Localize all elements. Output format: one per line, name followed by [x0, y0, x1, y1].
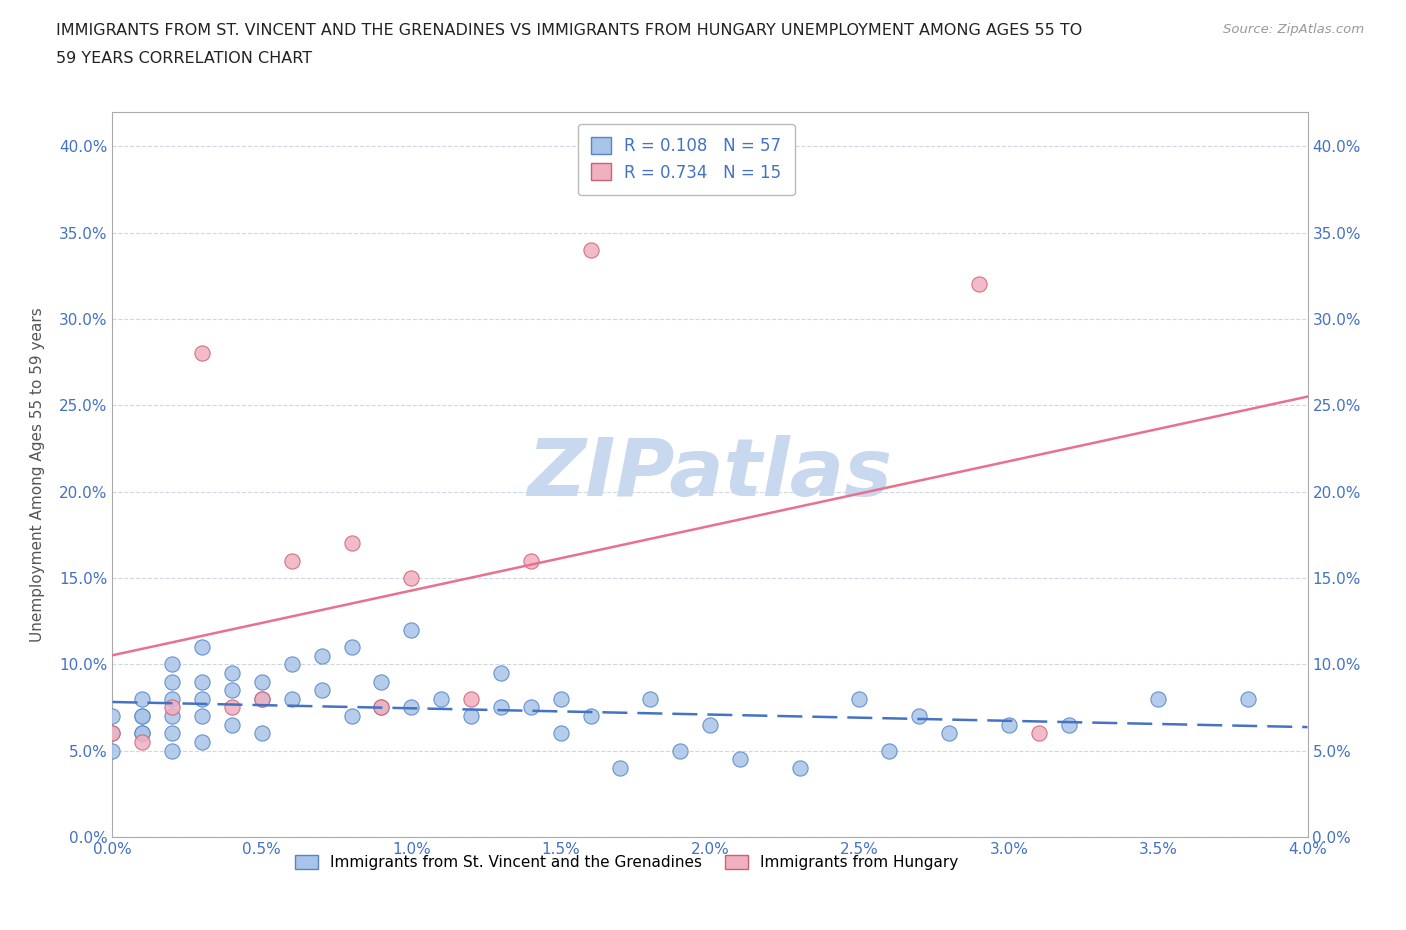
Point — [250, 691, 273, 706]
Point — [1028, 726, 1050, 741]
Point — [311, 648, 333, 663]
Point — [340, 536, 363, 551]
Point — [191, 691, 214, 706]
Point — [191, 674, 214, 689]
Point — [340, 640, 363, 655]
Point — [101, 743, 124, 758]
Point — [430, 691, 453, 706]
Point — [250, 726, 273, 741]
Point — [938, 726, 960, 741]
Point — [162, 691, 183, 706]
Point — [101, 726, 124, 741]
Point — [162, 743, 183, 758]
Point — [520, 553, 543, 568]
Point — [789, 761, 811, 776]
Point — [162, 657, 183, 671]
Point — [579, 243, 602, 258]
Point — [460, 691, 482, 706]
Point — [101, 709, 124, 724]
Point — [281, 657, 304, 671]
Point — [191, 735, 214, 750]
Point — [281, 691, 304, 706]
Point — [340, 709, 363, 724]
Point — [131, 735, 153, 750]
Point — [967, 277, 990, 292]
Text: 59 YEARS CORRELATION CHART: 59 YEARS CORRELATION CHART — [56, 51, 312, 66]
Point — [579, 709, 602, 724]
Point — [101, 726, 124, 741]
Text: ZIPatlas: ZIPatlas — [527, 435, 893, 513]
Point — [699, 717, 721, 732]
Point — [162, 700, 183, 715]
Point — [460, 709, 482, 724]
Point — [221, 700, 243, 715]
Point — [1147, 691, 1170, 706]
Point — [250, 691, 273, 706]
Point — [370, 700, 392, 715]
Point — [250, 674, 273, 689]
Point — [191, 709, 214, 724]
Point — [311, 683, 333, 698]
Point — [550, 691, 572, 706]
Point — [550, 726, 572, 741]
Point — [401, 570, 423, 585]
Point — [728, 751, 751, 766]
Point — [669, 743, 692, 758]
Y-axis label: Unemployment Among Ages 55 to 59 years: Unemployment Among Ages 55 to 59 years — [31, 307, 45, 642]
Legend: Immigrants from St. Vincent and the Grenadines, Immigrants from Hungary: Immigrants from St. Vincent and the Gren… — [288, 849, 965, 876]
Point — [281, 553, 304, 568]
Point — [131, 709, 153, 724]
Point — [520, 700, 543, 715]
Point — [370, 674, 392, 689]
Point — [877, 743, 901, 758]
Point — [162, 674, 183, 689]
Point — [191, 346, 214, 361]
Point — [1237, 691, 1260, 706]
Point — [131, 709, 153, 724]
Point — [998, 717, 1021, 732]
Text: IMMIGRANTS FROM ST. VINCENT AND THE GRENADINES VS IMMIGRANTS FROM HUNGARY UNEMPL: IMMIGRANTS FROM ST. VINCENT AND THE GREN… — [56, 23, 1083, 38]
Point — [221, 717, 243, 732]
Point — [401, 700, 423, 715]
Point — [131, 726, 153, 741]
Point — [1057, 717, 1080, 732]
Point — [640, 691, 662, 706]
Point — [609, 761, 631, 776]
Point — [162, 726, 183, 741]
Point — [908, 709, 931, 724]
Point — [489, 666, 512, 681]
Point — [162, 709, 183, 724]
Point — [191, 640, 214, 655]
Point — [131, 691, 153, 706]
Point — [131, 726, 153, 741]
Point — [370, 700, 392, 715]
Point — [848, 691, 870, 706]
Point — [401, 622, 423, 637]
Point — [221, 683, 243, 698]
Text: Source: ZipAtlas.com: Source: ZipAtlas.com — [1223, 23, 1364, 36]
Point — [221, 666, 243, 681]
Point — [489, 700, 512, 715]
